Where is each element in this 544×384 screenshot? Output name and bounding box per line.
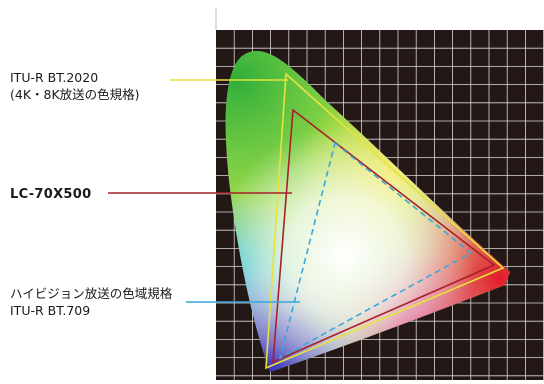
bt2020-label-desc: (4K・8K放送の色規格)	[10, 87, 140, 102]
bt2020-label: ITU-R BT.2020 (4K・8K放送の色規格)	[10, 69, 140, 103]
bt709-label-name: ITU-R BT.709	[10, 303, 91, 318]
bt2020-label-name: ITU-R BT.2020	[10, 70, 99, 85]
panel-gamut-triangle	[272, 108, 496, 364]
panel-label: LC-70X500	[10, 187, 92, 202]
bt709-label-desc: ハイビジョン放送の色域規格	[10, 286, 173, 301]
bt709-label: ハイビジョン放送の色域規格 ITU-R BT.709	[10, 285, 172, 319]
bt2020-gamut-triangle	[265, 72, 505, 370]
bt709-gamut-triangle	[278, 141, 473, 360]
